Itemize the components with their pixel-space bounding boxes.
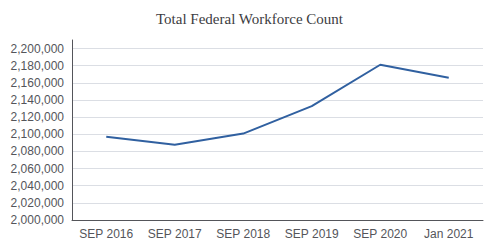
svg-text:Jan 2021: Jan 2021	[424, 227, 474, 241]
svg-text:2,020,000: 2,020,000	[11, 196, 65, 210]
svg-text:2,140,000: 2,140,000	[11, 93, 65, 107]
svg-text:2,060,000: 2,060,000	[11, 162, 65, 176]
svg-text:SEP 2017: SEP 2017	[148, 227, 202, 241]
svg-text:2,000,000: 2,000,000	[11, 213, 65, 227]
svg-text:2,080,000: 2,080,000	[11, 144, 65, 158]
svg-text:SEP 2018: SEP 2018	[216, 227, 270, 241]
svg-text:2,200,000: 2,200,000	[11, 42, 65, 56]
svg-text:SEP 2020: SEP 2020	[353, 227, 407, 241]
svg-text:Total Federal Workforce Count: Total Federal Workforce Count	[156, 11, 344, 27]
svg-text:SEP 2019: SEP 2019	[285, 227, 339, 241]
svg-text:2,120,000: 2,120,000	[11, 110, 65, 124]
svg-text:2,160,000: 2,160,000	[11, 76, 65, 90]
svg-text:2,100,000: 2,100,000	[11, 127, 65, 141]
svg-text:2,040,000: 2,040,000	[11, 179, 65, 193]
svg-text:SEP 2016: SEP 2016	[79, 227, 133, 241]
svg-text:2,180,000: 2,180,000	[11, 59, 65, 73]
